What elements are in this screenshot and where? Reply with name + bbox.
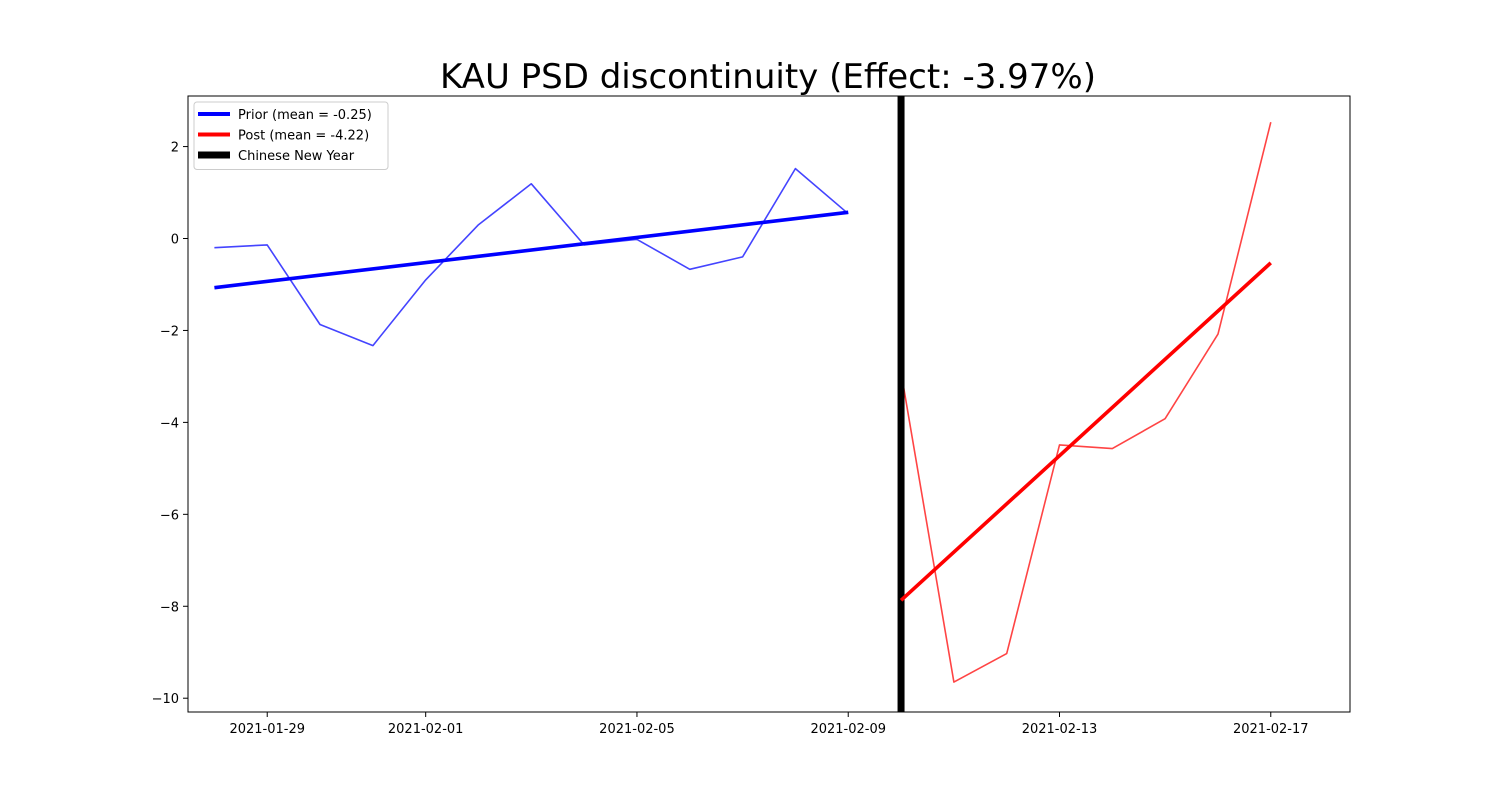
legend-label: Post (mean = -4.22) [238,129,369,144]
y-tick-label: 2 [171,141,179,156]
x-axis: 2021-01-29 2021-02-01 2021-02-05 2021-02-09… [229,712,1309,737]
y-tick-label: 0 [171,233,179,248]
x-tick-label: 2021-02-01 [388,722,464,737]
x-tick-label: 2021-01-29 [229,722,305,737]
post-data-line [900,122,1272,683]
axes-frame [187,95,1351,713]
chart-title: KAU PSD discontinuity (Effect: -3.97%) [440,57,1096,97]
legend-label: Prior (mean = -0.25) [238,108,372,123]
x-tick-label: 2021-02-05 [599,722,675,737]
legend: Prior (mean = -0.25) Post (mean = -4.22) C… [193,101,389,170]
y-axis: 2 0 −2 −4 −6 −8 −10 [152,141,188,707]
y-tick-label: −6 [160,508,179,523]
legend-box [193,101,389,170]
x-tick-label: 2021-02-17 [1233,722,1309,737]
y-tick-label: −8 [160,600,179,615]
x-tick-label: 2021-02-13 [1022,722,1098,737]
post-fit-line [899,261,1272,602]
x-tick-label: 2021-02-09 [810,722,886,737]
y-tick-label: −4 [160,416,179,431]
y-tick-label: −10 [152,692,179,707]
legend-label: Chinese New Year [238,149,355,164]
prior-data-line [214,167,849,347]
prior-fit-line [214,210,849,290]
plot-area [214,96,1272,712]
y-tick-label: −2 [160,324,179,339]
